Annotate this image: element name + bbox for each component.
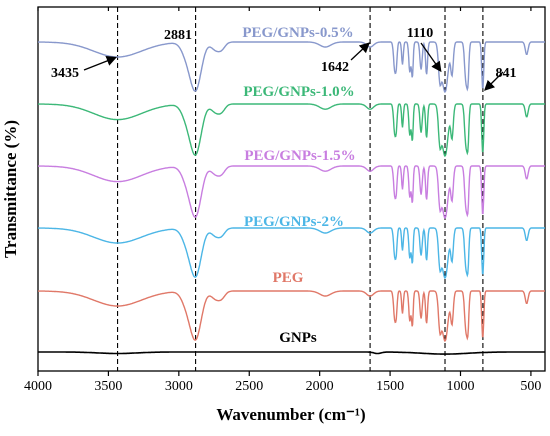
peak-arrow-1110 xyxy=(420,42,442,73)
plot-frame xyxy=(37,6,546,372)
series-label-peg: PEG xyxy=(273,270,304,286)
series-label-peg-gnps-2: PEG/GNPs-2% xyxy=(244,214,344,230)
series-label-peg-gnps-1-0: PEG/GNPs-1.0% xyxy=(243,84,354,100)
series-line-peg-gnps-1-5 xyxy=(38,165,545,219)
series-line-peg-gnps-2 xyxy=(38,227,545,279)
series-line-peg-gnps-0-5 xyxy=(38,41,545,93)
x-axis-title: Wavenumber (cm⁻¹) xyxy=(216,405,365,424)
x-tick-label-1500: 1500 xyxy=(376,379,404,394)
x-tick-label-2500: 2500 xyxy=(235,379,263,394)
y-axis-title: Transmittance (%) xyxy=(1,120,20,258)
x-tick-label-4000: 4000 xyxy=(24,379,52,394)
x-tick-label-500: 500 xyxy=(520,379,541,394)
series-label-peg-gnps-1-5: PEG/GNPs-1.5% xyxy=(244,148,355,164)
series-line-gnps xyxy=(38,351,545,355)
x-tick-label-1000: 1000 xyxy=(447,379,475,394)
x-tick-label-2000: 2000 xyxy=(306,379,334,394)
peak-label-841: 841 xyxy=(496,66,517,81)
peak-arrow-1642 xyxy=(350,42,370,61)
peak-label-1110: 1110 xyxy=(407,26,433,41)
series-label-gnps: GNPs xyxy=(279,330,317,346)
x-tick-label-3000: 3000 xyxy=(165,379,193,394)
peak-label-3435: 3435 xyxy=(51,66,79,81)
peak-arrow-841 xyxy=(484,71,504,91)
series-line-peg-gnps-1-0 xyxy=(38,103,545,157)
series-label-peg-gnps-0-5: PEG/GNPs-0.5% xyxy=(242,25,353,41)
peak-label-1642: 1642 xyxy=(321,60,349,75)
series-line-peg xyxy=(38,290,545,342)
x-tick-label-3500: 3500 xyxy=(94,379,122,394)
peak-arrow-3435 xyxy=(83,56,117,71)
peak-label-2881: 2881 xyxy=(164,28,192,43)
